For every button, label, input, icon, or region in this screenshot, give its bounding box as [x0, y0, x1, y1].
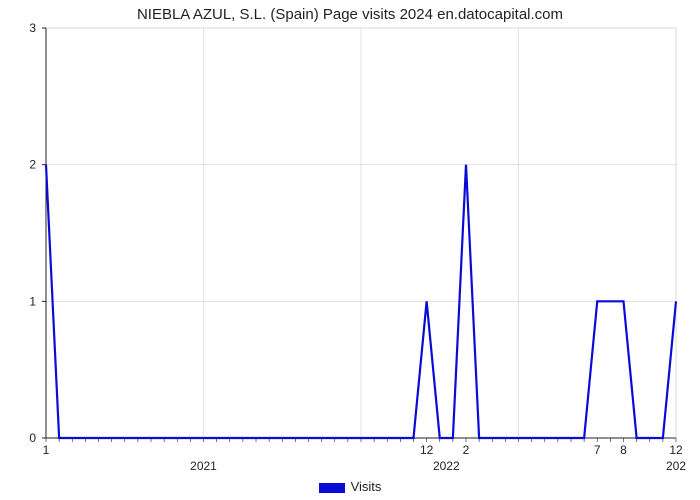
- svg-text:2022: 2022: [433, 459, 460, 473]
- svg-text:12: 12: [669, 443, 683, 457]
- svg-text:2021: 2021: [190, 459, 217, 473]
- svg-text:1: 1: [29, 294, 36, 308]
- svg-text:3: 3: [29, 21, 36, 35]
- svg-text:202: 202: [666, 459, 686, 473]
- svg-text:7: 7: [594, 443, 601, 457]
- legend-label: Visits: [351, 479, 382, 494]
- plot-area: 01231122781220212022202: [46, 28, 676, 438]
- svg-text:8: 8: [620, 443, 627, 457]
- svg-text:2: 2: [463, 443, 470, 457]
- chart-title: NIEBLA AZUL, S.L. (Spain) Page visits 20…: [0, 6, 700, 23]
- legend: Visits: [0, 479, 700, 494]
- legend-swatch: [319, 483, 345, 493]
- chart-container: NIEBLA AZUL, S.L. (Spain) Page visits 20…: [0, 0, 700, 500]
- svg-text:12: 12: [420, 443, 434, 457]
- svg-text:1: 1: [43, 443, 50, 457]
- svg-text:0: 0: [29, 431, 36, 445]
- svg-text:2: 2: [29, 158, 36, 172]
